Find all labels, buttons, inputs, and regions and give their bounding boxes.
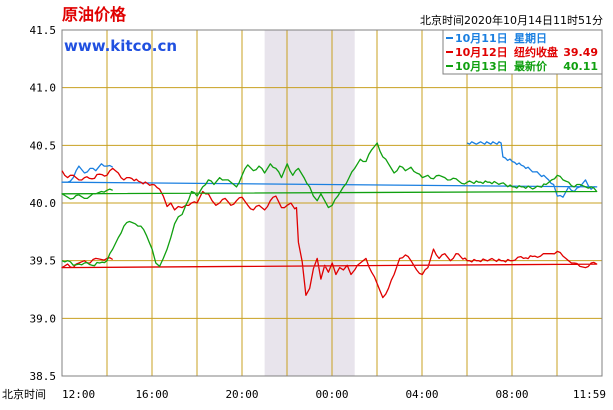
y-tick-label: 38.5: [30, 370, 57, 383]
x-tick-label: 20:00: [225, 388, 258, 401]
y-tick-label: 39.5: [30, 255, 57, 268]
x-tick-label: 12:00: [62, 388, 95, 401]
y-tick-label: 41.5: [30, 24, 57, 37]
y-tick-label: 40.0: [30, 197, 57, 210]
x-tick-label: 16:00: [135, 388, 168, 401]
y-axis-ticks: 41.5 41.0 40.5 40.0 39.5 39.0 38.5: [30, 24, 57, 383]
series-line-oct11: [61, 141, 598, 198]
x-tick-label: 04:00: [405, 388, 438, 401]
legend-value-oct13: 40.11: [563, 60, 598, 73]
legend-box: [442, 29, 603, 75]
legend-value-oct12: 39.49: [563, 46, 598, 59]
site-url[interactable]: www.kitco.cn: [64, 37, 177, 55]
series-line-oct12: [61, 167, 598, 299]
x-tick-label: 08:00: [495, 388, 528, 401]
plot-frame: [61, 29, 603, 377]
legend-caption-oct13: 最新价: [514, 59, 548, 73]
legend-caption-oct12: 纽约收盘: [514, 45, 558, 59]
grid-lines: [61, 29, 603, 377]
update-timestamp: 北京时间2020年10月14日11时51分: [420, 13, 603, 27]
legend-caption-oct11: 星期日: [514, 31, 547, 45]
y-tick-label: 40.5: [30, 139, 57, 152]
price-lines: [61, 141, 598, 299]
x-axis-label: 北京时间: [2, 387, 46, 401]
y-tick-label: 41.0: [30, 82, 57, 95]
legend-label-oct12: 10月12日: [455, 46, 508, 59]
legend: 10月11日 星期日 10月12日 纽约收盘 39.49 10月13日 最新价 40.11: [442, 29, 603, 75]
x-tick-label: 00:00: [315, 388, 348, 401]
legend-label-oct11: 10月11日: [455, 32, 508, 45]
legend-label-oct13: 10月13日: [455, 60, 508, 73]
y-tick-label: 39.0: [30, 312, 57, 325]
chart-title: 原油价格: [62, 5, 127, 24]
x-tick-label: 11:59: [573, 388, 606, 401]
series-line-oct13: [61, 142, 598, 268]
x-axis-ticks: 12:00 16:00 20:00 00:00 04:00 08:00 11:59: [62, 388, 606, 401]
